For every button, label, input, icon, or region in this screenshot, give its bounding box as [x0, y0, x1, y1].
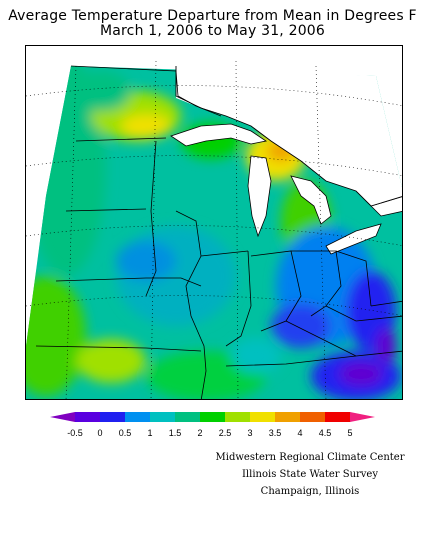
legend-tick-label: 0.5	[119, 428, 132, 438]
legend-tick-label: 2.5	[219, 428, 232, 438]
legend-swatch	[350, 412, 375, 422]
legend-tick-label: -0.5	[67, 428, 83, 438]
map-frame	[25, 45, 403, 400]
legend-tick-label: 3.5	[269, 428, 282, 438]
state-boundaries	[35, 65, 402, 399]
legend-tick-label: 1.5	[169, 428, 182, 438]
legend-swatch	[50, 412, 75, 422]
credit-line-3: Champaign, Illinois	[260, 486, 360, 497]
legend-swatch	[100, 412, 126, 422]
great-lakes	[170, 123, 402, 255]
international-border	[175, 66, 402, 207]
legend-swatch	[75, 412, 101, 422]
legend-tick-label: 2	[197, 428, 202, 438]
legend-swatch	[175, 412, 201, 422]
legend-swatch	[225, 412, 251, 422]
legend-tick-label: 5	[347, 428, 352, 438]
legend-swatch	[325, 412, 351, 422]
legend-swatch	[125, 412, 151, 422]
legend-tick-label: 4	[297, 428, 302, 438]
legend-tick-label: 0	[97, 428, 102, 438]
legend-tick-label: 4.5	[319, 428, 332, 438]
map-title: Average Temperature Departure from Mean …	[8, 8, 417, 24]
credit-line-2: Illinois State Water Survey	[241, 469, 378, 480]
legend-swatch	[150, 412, 176, 422]
legend-swatch	[300, 412, 326, 422]
graticule	[26, 60, 402, 399]
legend-swatch	[275, 412, 301, 422]
legend-swatch	[200, 412, 226, 422]
legend-tick-label: 3	[247, 428, 252, 438]
credit-line-1: Midwestern Regional Climate Center	[215, 452, 405, 463]
legend-swatch	[250, 412, 276, 422]
temperature-departure-map	[26, 46, 402, 399]
map-subtitle: March 1, 2006 to May 31, 2006	[99, 23, 326, 39]
color-legend: -0.5 0 0.5 1 1.5 2 2.5 3 3.5 4 4.5 5	[50, 412, 375, 438]
legend-tick-label: 1	[147, 428, 152, 438]
